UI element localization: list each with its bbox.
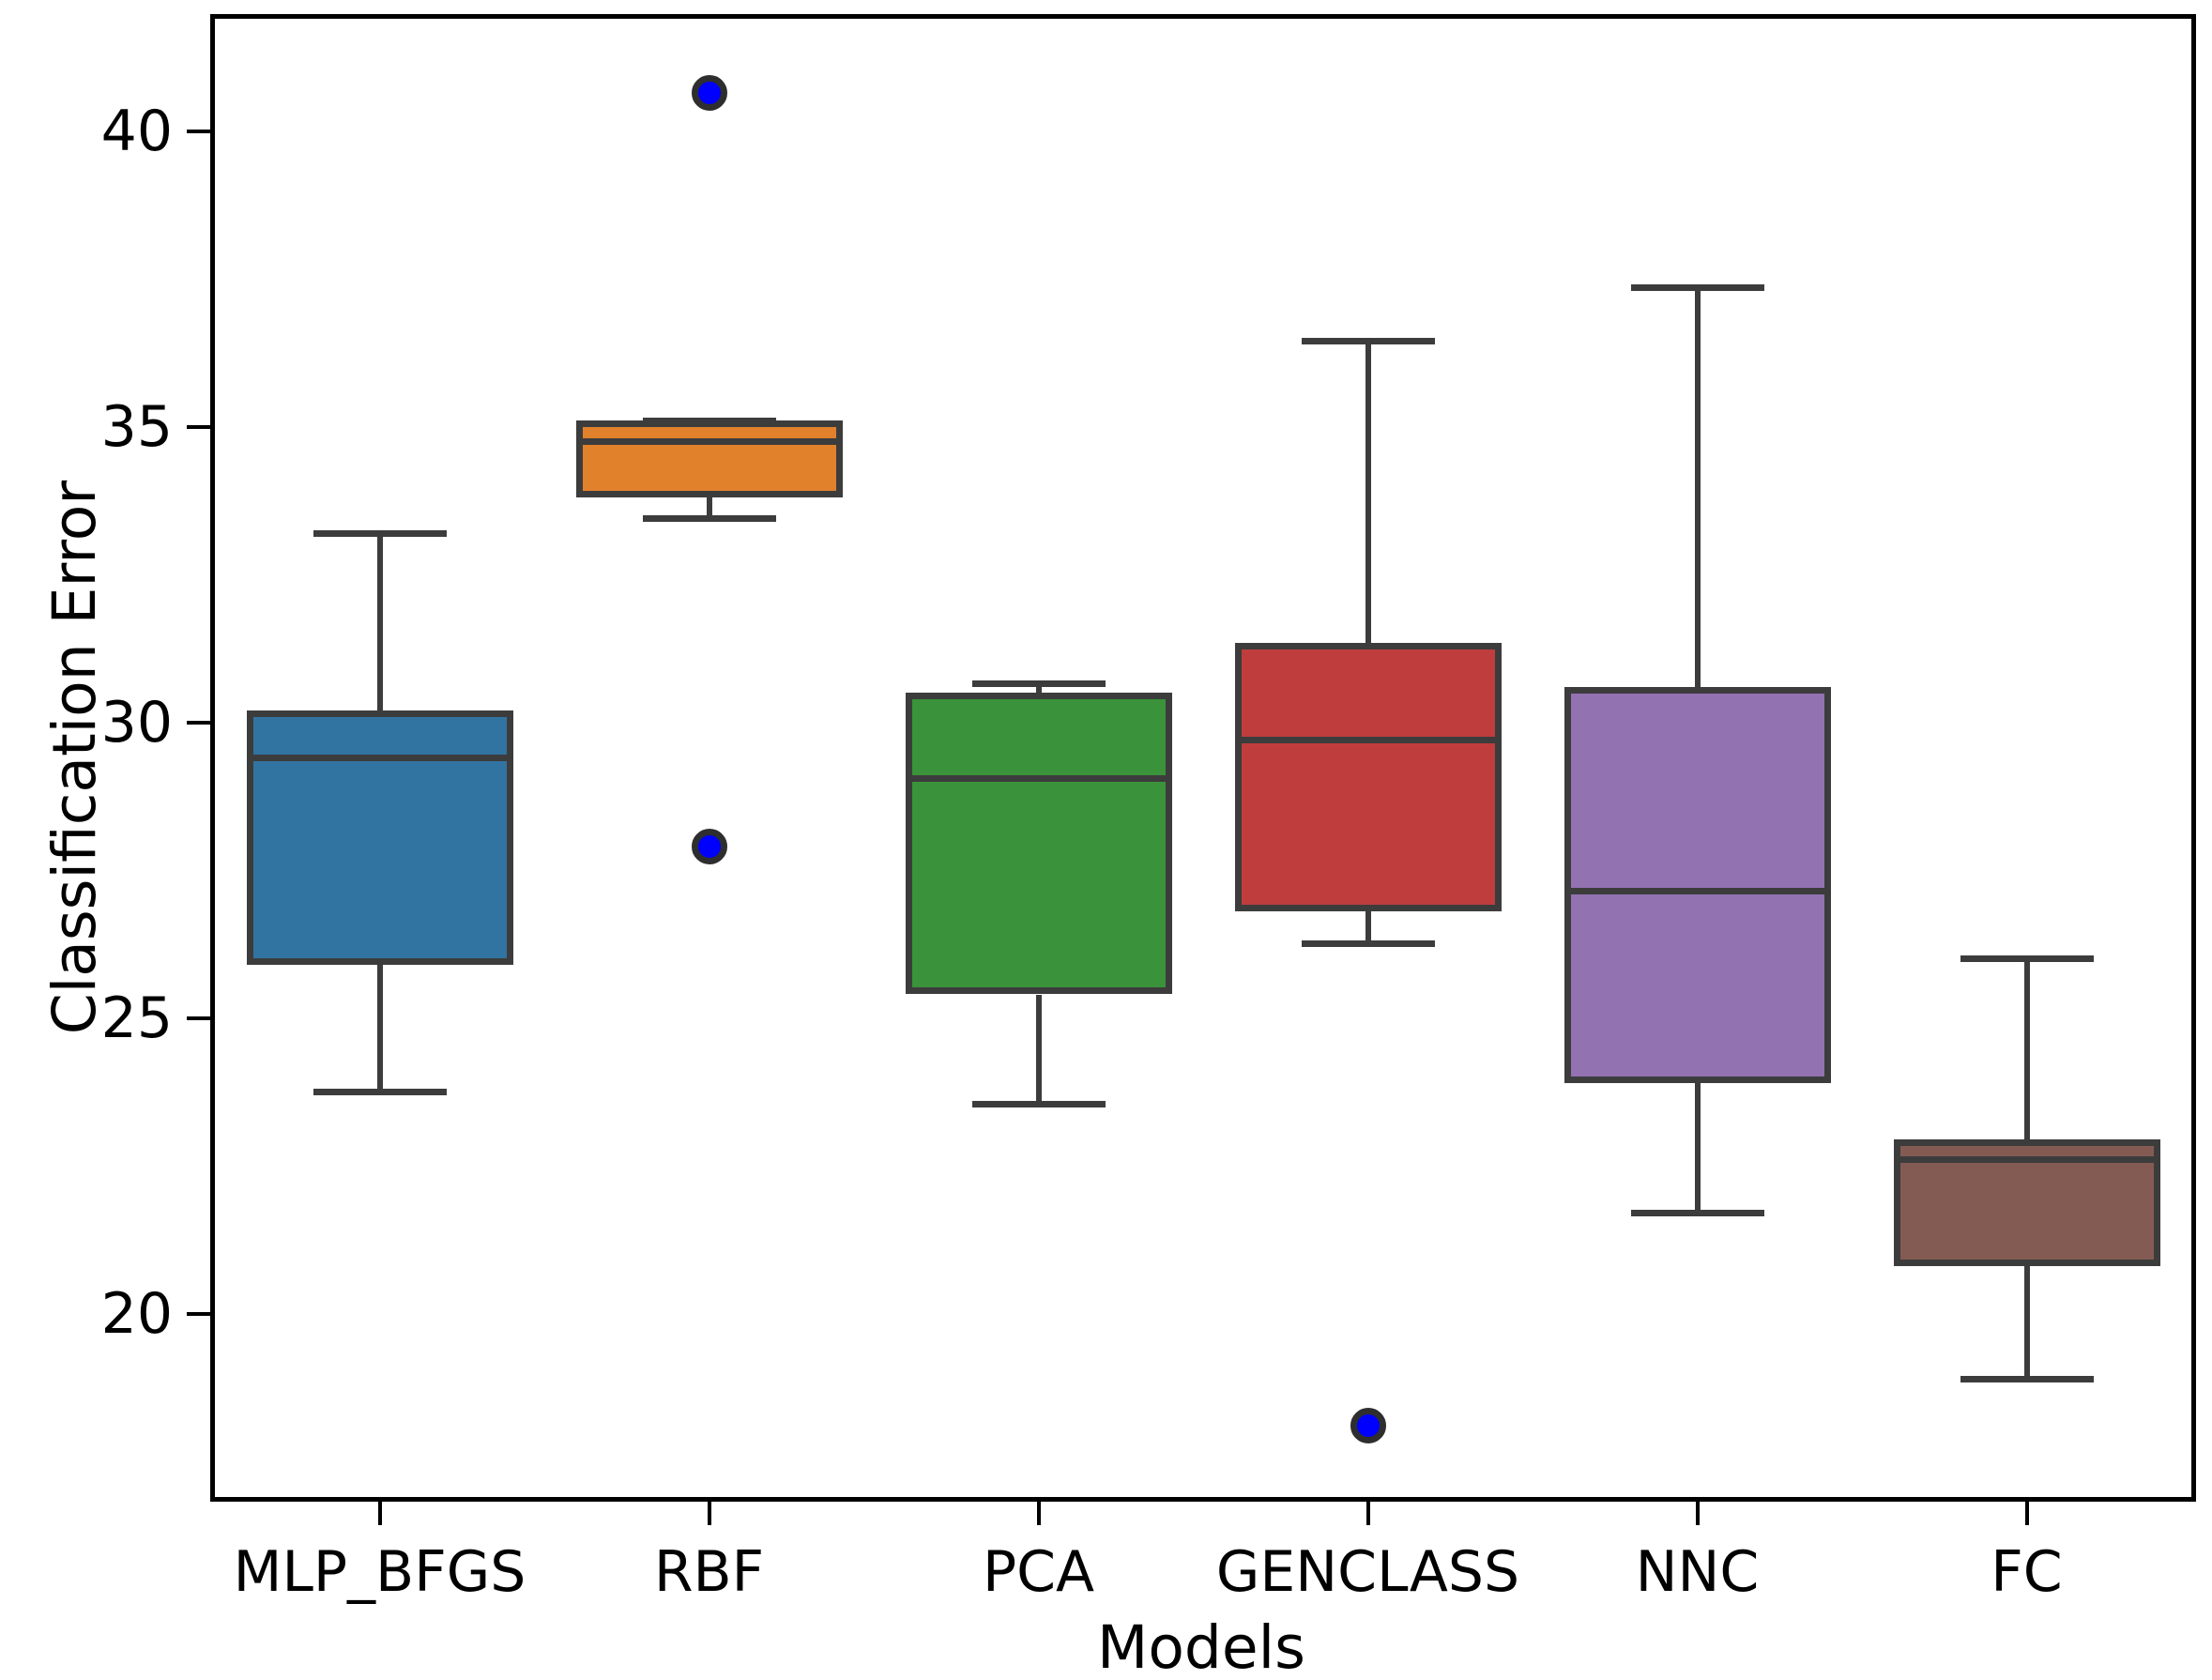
y-tick-label: 35 (100, 393, 173, 460)
upper-whisker-line (1365, 341, 1371, 643)
median-line (911, 775, 1166, 783)
lower-whisker-line (2023, 1266, 2030, 1379)
y-tick-mark (187, 1016, 210, 1020)
lower-whisker-cap (1630, 1210, 1764, 1217)
lower-whisker-line (1694, 1083, 1701, 1214)
x-tick-mark (377, 1502, 382, 1525)
lower-whisker-line (376, 965, 383, 1092)
upper-whisker-cap (1630, 284, 1764, 292)
x-tick-label: RBF (653, 1539, 765, 1605)
y-tick-mark (187, 424, 210, 429)
lower-whisker-line (706, 497, 712, 519)
x-tick-mark (1695, 1502, 1700, 1525)
median-line (582, 437, 836, 445)
iqr-box (1564, 686, 1831, 1083)
x-tick-label: GENCLASS (1215, 1539, 1520, 1605)
upper-whisker-line (2023, 958, 2030, 1139)
upper-whisker-cap (1301, 337, 1435, 344)
lower-whisker-line (1365, 911, 1371, 944)
outlier-point (691, 74, 727, 111)
x-axis-label: Models (1097, 1613, 1305, 1680)
x-tick-label: FC (1991, 1539, 2063, 1605)
y-tick-label: 25 (100, 985, 173, 1051)
upper-whisker-cap (313, 529, 447, 537)
lower-whisker-cap (971, 1100, 1106, 1107)
x-tick-label: NNC (1635, 1539, 1760, 1605)
x-tick-mark (1036, 1502, 1041, 1525)
y-tick-label: 20 (100, 1280, 173, 1347)
upper-whisker-cap (1960, 955, 2094, 963)
plot-area: 20 25 30 35 40 MLP_BFGS RBF PCA GENCLASS NNC FC (101, 14, 2196, 1602)
upper-whisker-cap (971, 680, 1106, 688)
y-tick-mark (187, 129, 210, 133)
upper-whisker-line (1694, 287, 1701, 687)
median-line (1899, 1156, 2154, 1164)
lower-whisker-cap (642, 514, 776, 522)
median-line (1570, 887, 1824, 894)
x-tick-label: MLP_BFGS (233, 1539, 526, 1605)
upper-whisker-line (376, 533, 383, 711)
median-line (252, 755, 507, 761)
x-tick-mark (2024, 1502, 2029, 1525)
outlier-point (1350, 1408, 1386, 1444)
y-tick-label: 30 (100, 689, 173, 756)
y-axis-label: Classification Error (40, 480, 109, 1035)
y-tick-mark (187, 1311, 210, 1316)
x-tick-label: PCA (982, 1539, 1095, 1605)
x-tick-mark (1365, 1502, 1370, 1525)
outlier-point (691, 829, 727, 864)
x-tick-mark (707, 1502, 711, 1525)
upper-whisker-line (1035, 683, 1042, 694)
lower-whisker-cap (313, 1088, 447, 1095)
iqr-box (1234, 642, 1502, 912)
iqr-box (905, 693, 1172, 995)
y-tick-label: 40 (100, 98, 173, 164)
y-tick-mark (187, 720, 210, 725)
median-line (1241, 737, 1495, 744)
iqr-box (246, 710, 513, 965)
lower-whisker-line (1035, 994, 1042, 1105)
iqr-box (575, 420, 843, 498)
lower-whisker-cap (1301, 940, 1435, 948)
lower-whisker-cap (1960, 1375, 2094, 1382)
